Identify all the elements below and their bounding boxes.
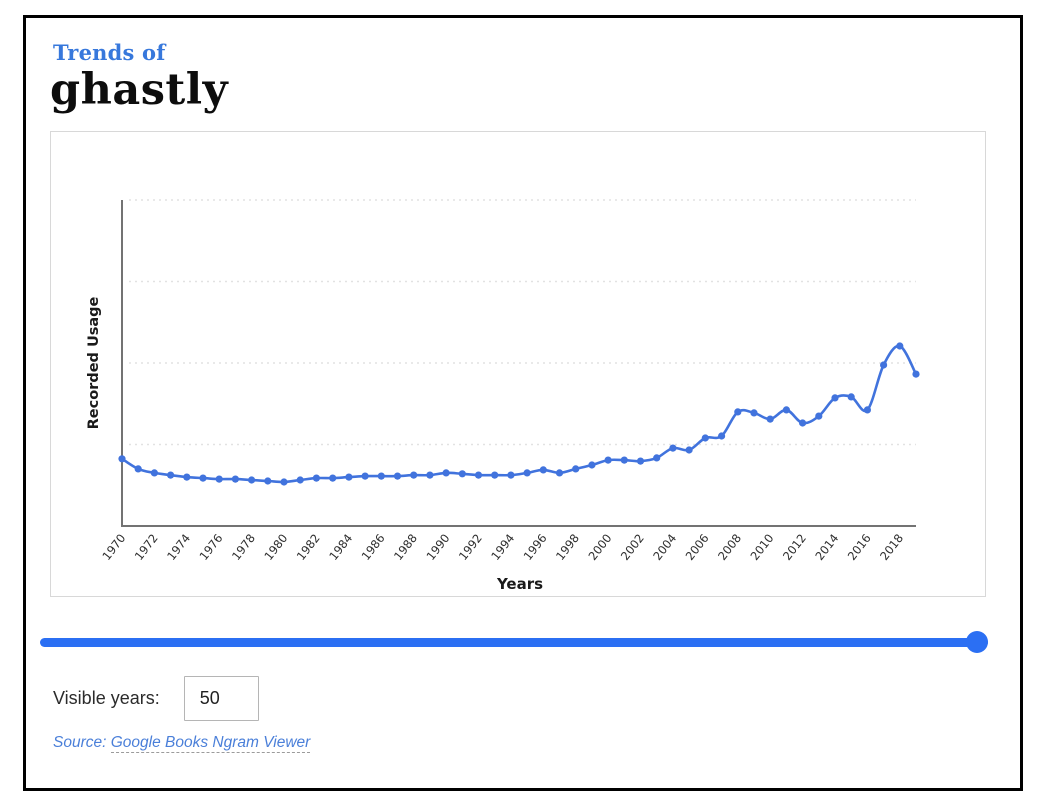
- trends-of-label: Trends of: [53, 40, 166, 65]
- visible-years-row: Visible years:: [53, 675, 259, 722]
- source-link[interactable]: Google Books Ngram Viewer: [110, 734, 311, 753]
- svg-text:1990: 1990: [423, 531, 452, 563]
- visible-years-label: Visible years:: [53, 688, 160, 708]
- svg-text:2002: 2002: [618, 531, 647, 563]
- trend-chart-card: Recorded Usage 1970 1972 1974 1976 1978 1980 1…: [50, 131, 986, 597]
- page-frame: Trends of ghastly Recorded Usage 1970 197…: [23, 15, 1023, 791]
- svg-text:1998: 1998: [553, 531, 582, 563]
- source-line: Source: Google Books Ngram Viewer: [53, 734, 311, 753]
- source-prefix: Source:: [53, 734, 107, 751]
- svg-text:2008: 2008: [715, 531, 744, 563]
- svg-text:1994: 1994: [488, 531, 517, 563]
- svg-text:1996: 1996: [521, 531, 550, 563]
- visible-years-input[interactable]: [183, 676, 259, 721]
- page-header: Trends of ghastly: [50, 40, 228, 113]
- svg-text:2012: 2012: [780, 531, 809, 563]
- visible-years-slider[interactable]: [40, 631, 988, 653]
- svg-text:1982: 1982: [294, 531, 323, 563]
- slider-thumb[interactable]: [966, 631, 988, 653]
- svg-text:1986: 1986: [359, 531, 388, 563]
- x-axis-title: Years: [496, 575, 544, 593]
- svg-text:1970: 1970: [99, 531, 128, 563]
- svg-text:1984: 1984: [326, 531, 355, 563]
- svg-text:1972: 1972: [132, 531, 161, 563]
- svg-text:1978: 1978: [229, 531, 258, 563]
- slider-track[interactable]: [40, 638, 988, 647]
- svg-text:2014: 2014: [812, 531, 841, 563]
- trend-line-chart: 1970 1972 1974 1976 1978 1980 1982 1984 1986 1988…: [99, 199, 920, 563]
- svg-text:2004: 2004: [650, 531, 679, 563]
- svg-text:2010: 2010: [748, 531, 777, 563]
- svg-text:2006: 2006: [683, 531, 712, 563]
- svg-text:1992: 1992: [456, 531, 485, 563]
- svg-text:1974: 1974: [164, 531, 193, 563]
- svg-text:2016: 2016: [845, 531, 874, 563]
- svg-text:1988: 1988: [391, 531, 420, 563]
- svg-text:2000: 2000: [585, 531, 614, 563]
- svg-text:1976: 1976: [197, 531, 226, 563]
- page-title-word: ghastly: [50, 65, 229, 115]
- svg-text:1980: 1980: [261, 531, 290, 563]
- svg-text:2018: 2018: [877, 531, 906, 563]
